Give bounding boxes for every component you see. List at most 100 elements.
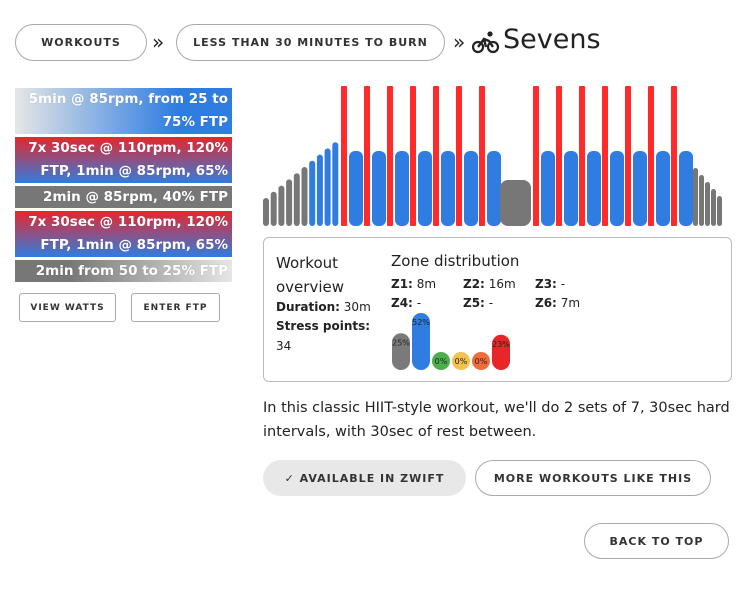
segment: 2min @ 85rpm, 40% FTP <box>15 186 232 208</box>
profile-block <box>324 148 331 226</box>
profile-block <box>332 142 339 226</box>
breadcrumb-workouts[interactable]: WORKOUTS <box>15 24 147 61</box>
profile-block <box>286 179 293 226</box>
back-to-top-button[interactable]: BACK TO TOP <box>584 523 729 559</box>
duration: 30m <box>343 300 371 314</box>
more-workouts-button[interactable]: MORE WORKOUTS LIKE THIS <box>475 460 711 496</box>
zone-item: Z3: - <box>535 277 565 291</box>
overview-card <box>263 237 732 382</box>
available-zwift[interactable]: ✓ AVAILABLE IN ZWIFT <box>263 460 466 496</box>
profile-block <box>464 151 478 226</box>
profile-block <box>648 86 654 226</box>
zone-label: Z2: <box>463 277 485 291</box>
profile-block <box>441 151 455 226</box>
profile-block <box>293 173 300 226</box>
zone-label: Z5: <box>463 296 485 310</box>
stress: 34 <box>276 339 292 353</box>
workout-profile <box>263 86 722 226</box>
profile-block <box>541 151 555 226</box>
zone-bar-label: 0% <box>475 357 488 366</box>
profile-block <box>309 160 316 226</box>
zone-label: Z4: <box>391 296 413 310</box>
profile-block <box>679 151 693 226</box>
profile-block <box>487 151 501 226</box>
zone-value: 16m <box>488 277 516 291</box>
zone-label: Z6: <box>535 296 557 310</box>
profile-block <box>564 151 578 226</box>
zone-bar-label: 23% <box>492 340 510 349</box>
enter-ftp-button[interactable]: ENTER FTP <box>131 293 220 322</box>
profile-block <box>556 86 562 226</box>
zone-bar <box>472 352 490 370</box>
stress-label: Stress points: <box>276 319 371 333</box>
profile-block <box>656 151 670 226</box>
profile-block <box>693 168 698 226</box>
zone-value: - <box>560 277 566 291</box>
profile-block <box>316 154 323 226</box>
profile-block <box>533 86 539 226</box>
profile-block <box>633 151 647 226</box>
zone-item: Z5: - <box>463 296 493 310</box>
zones-title: Zone distribution <box>391 252 520 270</box>
zone-bar-label: 0% <box>455 357 468 366</box>
profile-block <box>625 86 631 226</box>
profile-block <box>410 86 416 226</box>
profile-block <box>341 86 347 226</box>
breadcrumb-separator: » <box>453 30 466 54</box>
zone-value: - <box>416 296 422 310</box>
zone-bar-label: 0% <box>435 357 448 366</box>
zone-bar <box>492 334 510 370</box>
zone-value: - <box>488 296 494 310</box>
zone-item: Z4: - <box>391 296 421 310</box>
segment: 7x 30sec @ 110rpm, 120% FTP, 1min @ 85rp… <box>15 211 232 276</box>
profile-block <box>395 151 409 226</box>
profile-block <box>270 191 277 226</box>
profile-block <box>364 86 370 226</box>
zone-bar <box>412 313 430 370</box>
zone-label: Z3: <box>535 277 557 291</box>
profile-block <box>479 86 485 226</box>
zone-item: Z1: 8m <box>391 277 436 291</box>
profile-block <box>671 86 677 226</box>
zone-bar-label: 52% <box>412 318 430 327</box>
zone-value: 8m <box>416 277 437 291</box>
profile-block <box>301 167 308 226</box>
profile-block <box>705 182 710 226</box>
description: In this classic HIIT-style workout, we'l… <box>263 400 730 440</box>
duration-label: Duration: <box>276 300 340 314</box>
zone-chart: 25% 52% 0% 0% 0% 23% <box>392 313 510 370</box>
profile-block <box>610 151 624 226</box>
zone-label: Z1: <box>391 277 413 291</box>
profile-block <box>372 151 386 226</box>
breadcrumb-separator: » <box>152 30 165 54</box>
profile-block <box>387 86 393 226</box>
overview-title: Workout overview <box>276 254 344 296</box>
profile-block <box>456 86 462 226</box>
zone-bar <box>432 352 450 370</box>
profile-block <box>349 151 363 226</box>
workout-title: Sevens <box>503 24 601 55</box>
zone-bar <box>452 352 470 370</box>
segment: 5min @ 85rpm, from 25 to 75% FTP <box>15 88 232 134</box>
profile-block <box>587 151 601 226</box>
zone-item: Z6: 7m <box>535 296 580 310</box>
cyclist-icon <box>472 31 500 54</box>
segment: 2min from 50 to 25% FTP <box>15 260 232 282</box>
profile-block <box>602 86 608 226</box>
profile-block <box>717 196 722 226</box>
profile-block <box>433 86 439 226</box>
profile-block <box>263 198 269 226</box>
zone-value: 7m <box>560 296 581 310</box>
profile-block <box>278 185 285 226</box>
zone-item: Z2: 16m <box>463 277 516 291</box>
profile-block <box>418 151 432 226</box>
zone-bar-label: 25% <box>392 338 410 347</box>
profile-block <box>711 189 716 226</box>
zone-bar <box>392 333 410 370</box>
profile-block <box>699 175 704 226</box>
profile-block <box>579 86 585 226</box>
profile-block <box>500 180 531 226</box>
view-watts-button[interactable]: VIEW WATTS <box>19 293 116 322</box>
breadcrumb-category[interactable]: LESS THAN 30 MINUTES TO BURN <box>176 24 445 61</box>
